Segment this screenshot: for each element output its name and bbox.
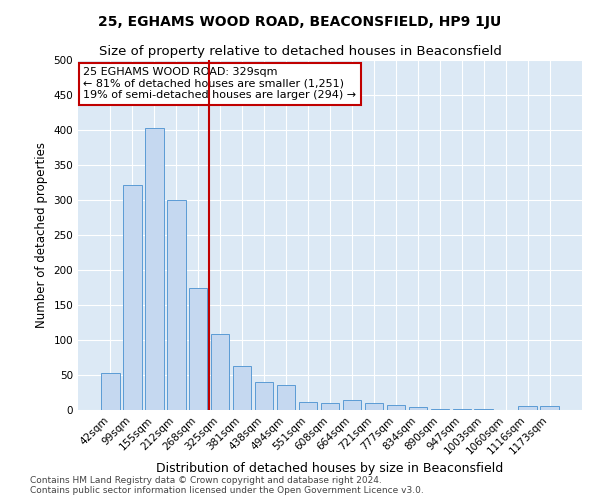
Y-axis label: Number of detached properties: Number of detached properties	[35, 142, 48, 328]
Bar	[386, 405, 405, 410]
Bar	[101, 373, 119, 410]
Bar	[431, 408, 449, 410]
Bar	[409, 407, 427, 410]
Bar	[277, 385, 295, 410]
Bar	[233, 366, 251, 410]
Bar	[518, 406, 537, 410]
Bar	[320, 403, 340, 410]
Bar	[123, 184, 142, 410]
X-axis label: Distribution of detached houses by size in Beaconsfield: Distribution of detached houses by size …	[157, 462, 503, 475]
Bar	[255, 382, 274, 410]
Bar	[299, 402, 317, 410]
Text: 25, EGHAMS WOOD ROAD, BEACONSFIELD, HP9 1JU: 25, EGHAMS WOOD ROAD, BEACONSFIELD, HP9 …	[98, 15, 502, 29]
Bar	[145, 128, 164, 410]
Bar	[211, 334, 229, 410]
Bar	[167, 200, 185, 410]
Bar	[343, 400, 361, 410]
Bar	[541, 406, 559, 410]
Bar	[365, 403, 383, 410]
Bar	[189, 288, 208, 410]
Text: Contains HM Land Registry data © Crown copyright and database right 2024.
Contai: Contains HM Land Registry data © Crown c…	[30, 476, 424, 495]
Text: Size of property relative to detached houses in Beaconsfield: Size of property relative to detached ho…	[98, 45, 502, 58]
Text: 25 EGHAMS WOOD ROAD: 329sqm
← 81% of detached houses are smaller (1,251)
19% of : 25 EGHAMS WOOD ROAD: 329sqm ← 81% of det…	[83, 67, 356, 100]
